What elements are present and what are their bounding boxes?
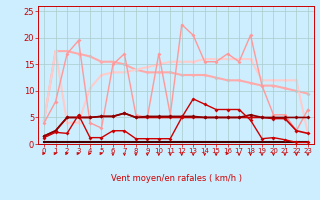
X-axis label: Vent moyen/en rafales ( km/h ): Vent moyen/en rafales ( km/h ) xyxy=(110,174,242,183)
